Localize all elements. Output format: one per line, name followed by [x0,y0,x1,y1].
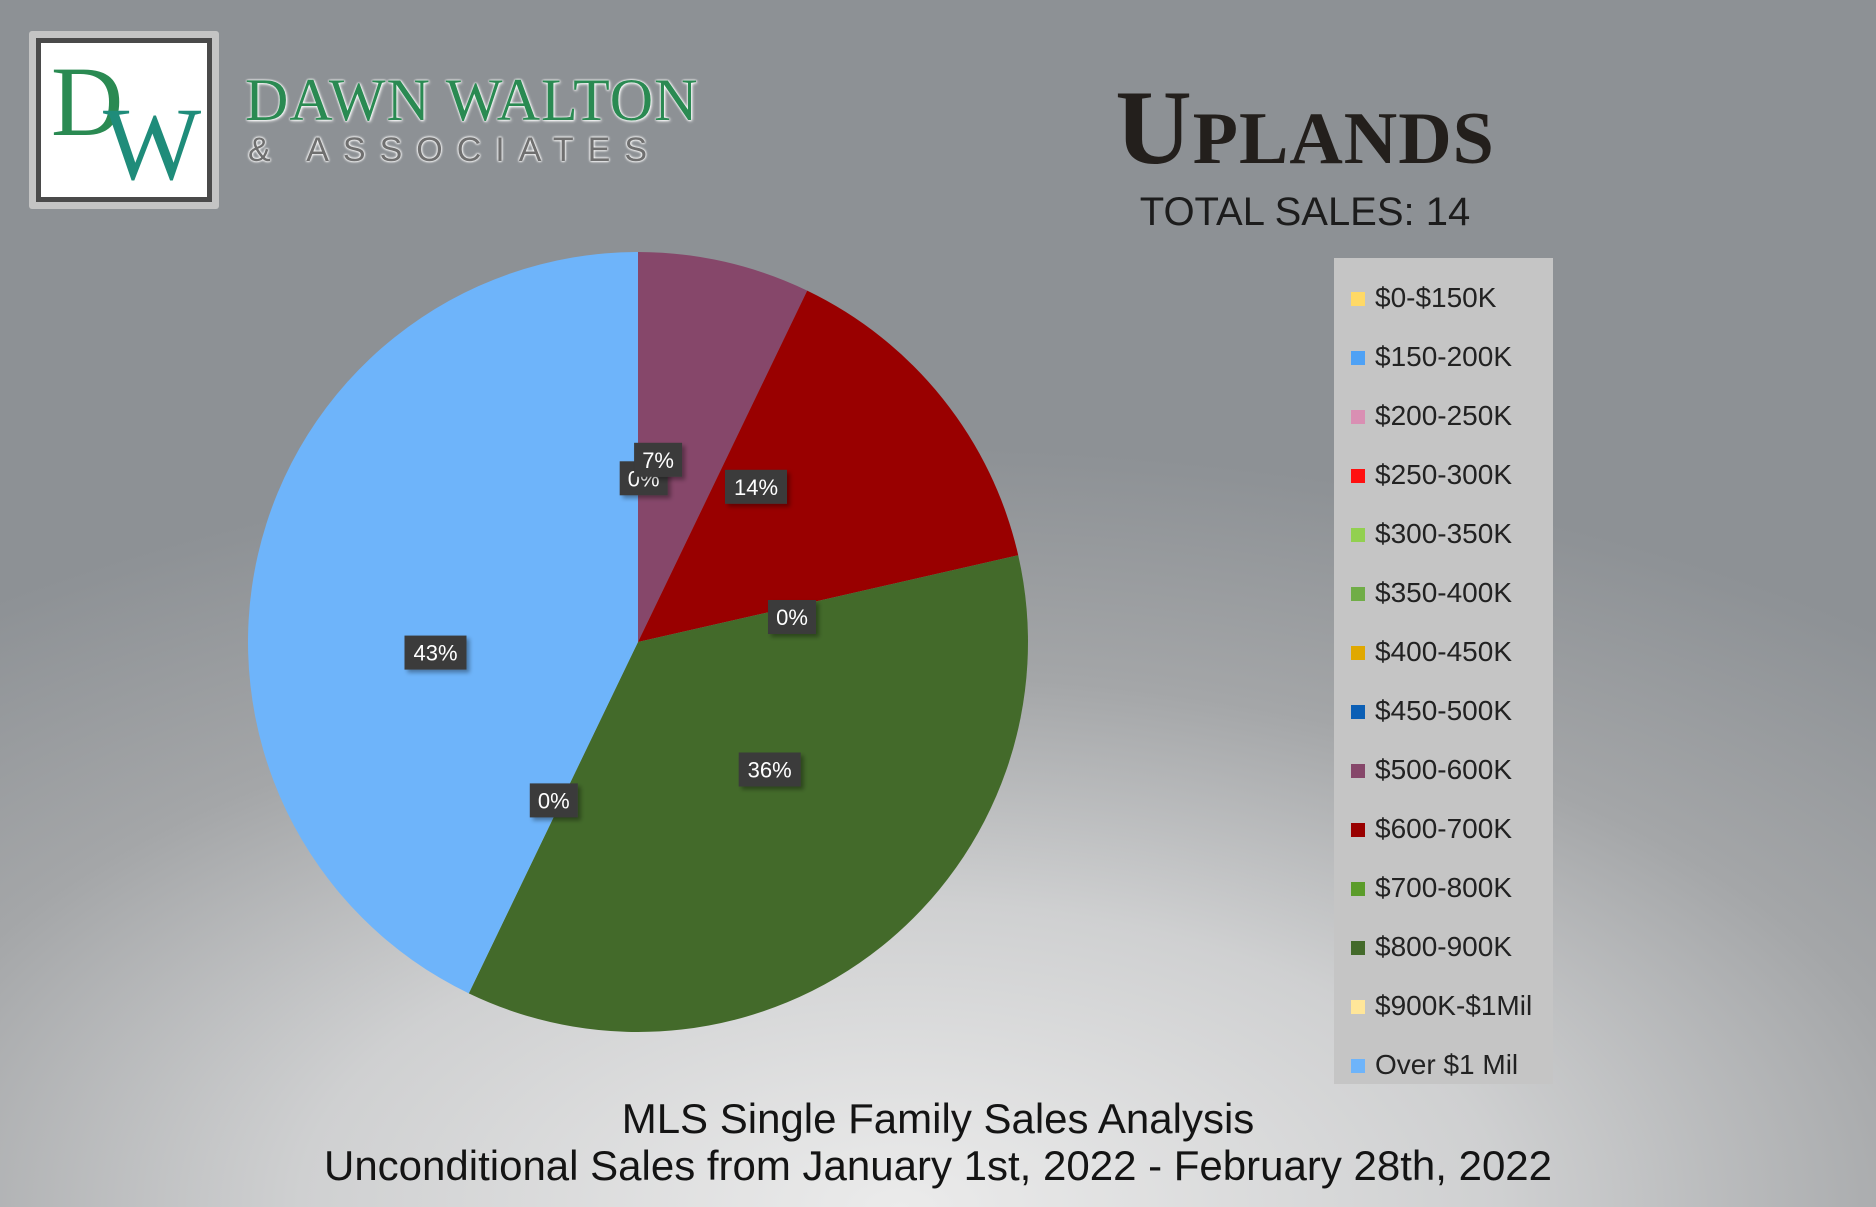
legend-swatch [1351,469,1365,483]
pie-slice-800-900k [468,555,1028,1032]
total-sales: TOTAL SALES: 14 [1139,190,1471,234]
legend-swatch [1351,528,1365,542]
footer-date-range: Unconditional Sales from January 1st, 20… [323,1142,1553,1189]
legend-swatch [1351,351,1365,365]
brand-name: DAWN WALTON [245,67,699,133]
pie-data-label: 36% [738,752,801,787]
legend-swatch [1351,823,1365,837]
pie-data-label: 14% [725,469,787,504]
pie-data-label: 7% [634,442,683,477]
legend-label: $900K-$1Mil [1375,990,1533,1021]
logo-letter-w: W [103,87,201,197]
chart-legend: $0-$150K $150-200K $200-250K $250-300K $300-… [1334,258,1553,1084]
legend-item-450-500k: $450-500K [1334,684,1553,743]
legend-label: Over $1 Mil [1375,1049,1519,1080]
legend-label: $300-350K [1375,518,1513,549]
legend-label: $500-600K [1375,754,1513,785]
legend-swatch [1351,587,1365,601]
brand-subtitle: & ASSOCIATES [248,131,662,169]
svg-text:0%: 0% [776,605,808,630]
svg-text:36%: 36% [748,758,792,783]
legend-item-300-350k: $300-350K [1334,507,1553,566]
legend-item-800-900k: $800-900K [1334,920,1553,979]
svg-text:14%: 14% [734,475,778,500]
legend-swatch [1351,1059,1365,1073]
legend-label: $350-400K [1375,577,1513,608]
legend-swatch [1351,882,1365,896]
legend-label: $0-$150K [1375,282,1497,313]
chart-title: Uplands [1115,69,1495,186]
legend-swatch [1351,410,1365,424]
footer-title: MLS Single Family Sales Analysis [621,1095,1255,1142]
legend-item-0-150k: $0-$150K [1334,271,1553,330]
legend-item-200-250k: $200-250K [1334,389,1553,448]
svg-text:43%: 43% [413,641,457,666]
pie-data-label: 0% [768,600,816,634]
logo: D W [29,31,219,209]
pie-data-label: 0% [529,783,578,818]
legend-swatch [1351,1000,1365,1014]
legend-item-900k-1mil: $900K-$1Mil [1334,979,1553,1038]
legend-item-350-400k: $350-400K [1334,566,1553,625]
legend-label: $250-300K [1375,459,1513,490]
pie-data-labels: 0%7%14%0%36%0%43% [404,442,816,818]
svg-text:7%: 7% [642,448,674,473]
dw-monogram: D W [51,46,201,197]
pie-data-label: 43% [404,635,467,670]
legend-label: $800-900K [1375,931,1513,962]
svg-text:0%: 0% [538,788,570,813]
legend-item-600-700k: $600-700K [1334,802,1553,861]
legend-item-400-450k: $400-450K [1334,625,1553,684]
legend-label: $600-700K [1375,813,1513,844]
legend-label: $200-250K [1375,400,1513,431]
logo-letter-d: D [51,46,123,157]
pie-slices [248,252,1028,1032]
pie-slice-600-700k [638,290,1019,642]
legend-label: $700-800K [1375,872,1513,903]
legend-swatch [1351,764,1365,778]
legend-item-250-300k: $250-300K [1334,448,1553,507]
legend-swatch [1351,705,1365,719]
legend-label: $150-200K [1375,341,1513,372]
legend-swatch [1351,646,1365,660]
legend-label: $400-450K [1375,636,1513,667]
legend-item-over-1-mil: Over $1 Mil [1334,1038,1553,1097]
logo-frame: D W [36,38,212,202]
legend-swatch [1351,292,1365,306]
legend-swatch [1351,941,1365,955]
legend-item-150-200k: $150-200K [1334,330,1553,389]
legend-item-700-800k: $700-800K [1334,861,1553,920]
legend-label: $450-500K [1375,695,1513,726]
pie-slice-500-600k [638,252,808,642]
legend-item-500-600k: $500-600K [1334,743,1553,802]
